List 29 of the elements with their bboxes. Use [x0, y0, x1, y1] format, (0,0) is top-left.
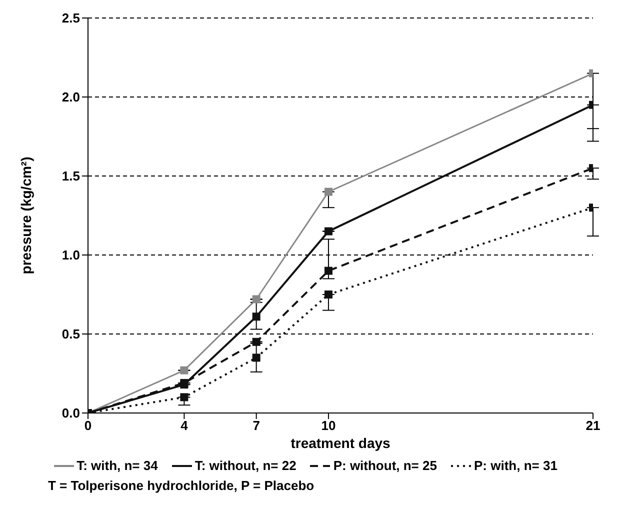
- legend-label: T: without, n= 22: [194, 458, 296, 473]
- point: [252, 354, 260, 362]
- point: [180, 378, 188, 387]
- y-tick-label: 0.0: [62, 406, 80, 421]
- point: [324, 266, 332, 275]
- y-tick-label: 0.5: [62, 326, 80, 342]
- y-axis-title: pressure (kg/cm²): [18, 156, 34, 274]
- x-axis-title: treatment days: [290, 435, 391, 451]
- x-tick-label: 21: [586, 418, 600, 434]
- y-tick-label: 1.0: [62, 248, 80, 263]
- y-tick-label: 2.0: [62, 90, 80, 105]
- point: [180, 366, 188, 374]
- legend-label: P: with, n= 31: [472, 458, 558, 473]
- legend-label: T: with, n= 34: [76, 458, 158, 473]
- point: [324, 290, 332, 298]
- point: [252, 295, 260, 304]
- text: T = Tolperisone hydrochloride, P = Placebo: [48, 478, 316, 493]
- y-tick-label: 1.5: [62, 168, 80, 184]
- y-tick-label: 2.5: [62, 10, 80, 26]
- point: [180, 393, 188, 402]
- x-tick-label: 4: [180, 418, 189, 434]
- x-tick-label: 0: [84, 418, 92, 434]
- point: [324, 188, 332, 196]
- x-tick-label: 10: [321, 418, 336, 434]
- point: [252, 312, 260, 321]
- legend-label: P: without, n= 25: [332, 458, 437, 473]
- x-tick-label: 7: [252, 418, 260, 434]
- point: [324, 227, 332, 236]
- point: [252, 338, 260, 346]
